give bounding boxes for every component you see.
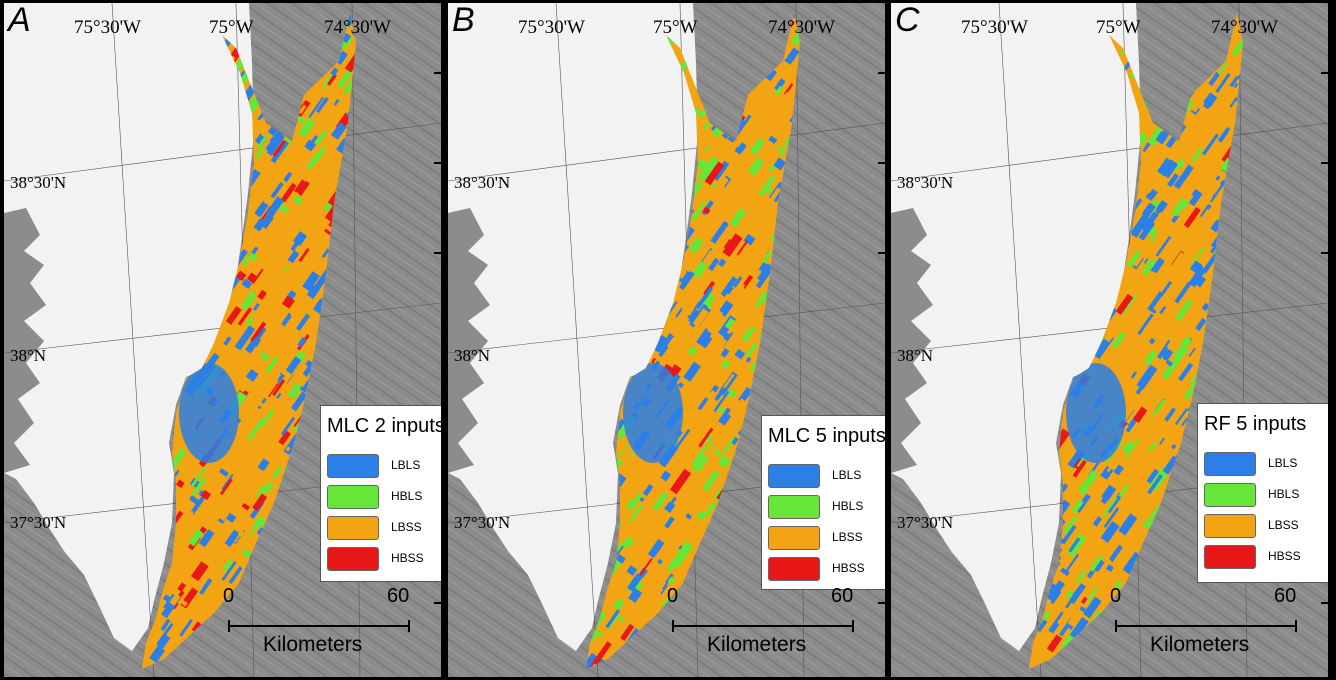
legend-swatch: [327, 485, 379, 509]
graticule-line: [555, 3, 599, 677]
legend-label: HBSS: [391, 551, 424, 565]
legend-item-hbls: HBLS: [768, 495, 876, 519]
longitude-label: 75°30'W: [518, 17, 585, 38]
delmarva-peninsula: [891, 3, 1141, 651]
delmarva-peninsula: [4, 3, 254, 651]
legend-swatch: [768, 526, 820, 550]
chesapeake-bay: [4, 208, 46, 473]
graticule-line: [111, 3, 155, 677]
scale-tick: [1295, 620, 1297, 632]
legend-item-hbls: HBLS: [327, 485, 435, 509]
chesapeake-bay: [891, 208, 933, 473]
scale-zero-label: 0: [1110, 585, 1122, 607]
delmarva-peninsula: [448, 3, 698, 651]
legend-item-lbss: LBSS: [768, 526, 876, 550]
longitude-label: 75°W: [1096, 17, 1141, 38]
graticule-line: [4, 122, 441, 182]
graticule-line: [891, 122, 1328, 182]
scale-tick: [852, 620, 854, 632]
graticule-line: [448, 122, 885, 182]
scale-bar: [673, 625, 853, 627]
scale-tick: [1115, 620, 1117, 632]
legend-swatch: [768, 495, 820, 519]
legend-swatch: [1204, 483, 1256, 507]
legend-label: LBLS: [391, 458, 421, 472]
legend-label: LBLS: [832, 468, 862, 482]
longitude-label: 74°30'W: [1211, 17, 1278, 38]
panel-letter: C: [895, 3, 920, 39]
latitude-label: 38°30'N: [454, 173, 511, 192]
legend-item-lbss: LBSS: [1204, 514, 1312, 538]
legend-item-lbss: LBSS: [327, 516, 435, 540]
legend-title: RF 5 inputs: [1204, 413, 1307, 435]
seafloor-map: [4, 3, 441, 677]
legend-swatch: [768, 557, 820, 581]
legend-item-lbls: LBLS: [327, 454, 435, 478]
legend-label: LBSS: [391, 520, 422, 534]
scale-bar: [1116, 625, 1296, 627]
legend-swatch: [1204, 452, 1256, 476]
longitude-label: 74°30'W: [324, 17, 391, 38]
scale-unit-label: Kilometers: [263, 633, 363, 656]
scale-tick: [408, 620, 410, 632]
legend-swatch: [327, 547, 379, 571]
legend-label: HBLS: [832, 499, 864, 513]
legend-label: HBSS: [1268, 549, 1301, 563]
legend-item-lbls: LBLS: [768, 464, 876, 488]
graticule-line: [998, 3, 1042, 677]
legend-label: HBLS: [391, 489, 423, 503]
legend-title: MLC 2 inputs: [327, 415, 441, 437]
legend-label: LBLS: [1268, 456, 1298, 470]
seafloor-map: [448, 3, 885, 677]
map-legend: RF 5 inputs LBLS HBLS LBSS HBSS: [1197, 403, 1328, 583]
scale-zero-label: 0: [223, 585, 235, 607]
legend-item-hbls: HBLS: [1204, 483, 1312, 507]
latitude-label: 38°N: [897, 346, 934, 365]
map-panel-c: C 75°30'W 75°W 74°30'W 38°30'N 38°N 37°30'N RF …: [891, 3, 1328, 677]
scale-max-label: 60: [387, 585, 410, 607]
legend-label: HBSS: [832, 561, 865, 575]
latitude-label: 38°N: [454, 346, 491, 365]
longitude-label: 75°W: [209, 17, 254, 38]
panel-letter: B: [452, 3, 475, 39]
legend-label: LBSS: [832, 530, 863, 544]
map-panel-b: B 75°30'W 75°W 74°30'W 38°30'N 38°N 37°30'N MLC…: [448, 3, 885, 677]
latitude-label: 38°30'N: [897, 173, 954, 192]
legend-swatch: [327, 516, 379, 540]
latitude-label: 38°N: [10, 346, 47, 365]
legend-title: MLC 5 inputs: [768, 425, 885, 447]
legend-swatch: [1204, 514, 1256, 538]
latitude-label: 37°30'N: [10, 513, 67, 532]
legend-item-hbss: HBSS: [327, 547, 435, 571]
legend-item-hbss: HBSS: [1204, 545, 1312, 569]
latitude-label: 37°30'N: [454, 513, 511, 532]
scale-max-label: 60: [1274, 585, 1297, 607]
scale-tick: [672, 620, 674, 632]
map-legend: MLC 5 inputs LBLS HBLS LBSS HBSS: [761, 415, 885, 590]
longitude-label: 74°30'W: [768, 17, 835, 38]
latitude-label: 37°30'N: [897, 513, 954, 532]
legend-label: HBLS: [1268, 487, 1300, 501]
panel-letter: A: [8, 3, 31, 39]
legend-label: LBSS: [1268, 518, 1299, 532]
legend-swatch: [1204, 545, 1256, 569]
map-legend: MLC 2 inputs LBLS HBLS LBSS HBSS: [320, 405, 441, 582]
longitude-label: 75°W: [653, 17, 698, 38]
longitude-label: 75°30'W: [961, 17, 1028, 38]
legend-item-hbss: HBSS: [768, 557, 876, 581]
scale-unit-label: Kilometers: [707, 633, 807, 656]
scale-unit-label: Kilometers: [1150, 633, 1250, 656]
scale-max-label: 60: [831, 585, 854, 607]
scale-bar: [229, 625, 409, 627]
chesapeake-bay: [448, 208, 490, 473]
scale-zero-label: 0: [667, 585, 679, 607]
map-panel-a: A 75°30'W 75°W 74°30'W 38°30'N 38°N 37°30'N MLC…: [4, 3, 441, 677]
legend-swatch: [768, 464, 820, 488]
longitude-label: 75°30'W: [74, 17, 141, 38]
scale-tick: [228, 620, 230, 632]
legend-swatch: [327, 454, 379, 478]
latitude-label: 38°30'N: [10, 173, 67, 192]
legend-item-lbls: LBLS: [1204, 452, 1312, 476]
